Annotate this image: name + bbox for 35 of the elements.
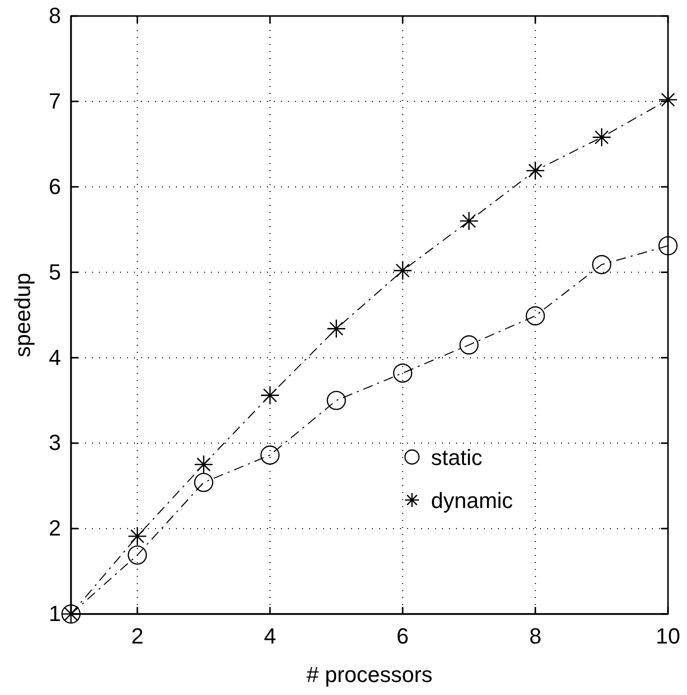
point <box>592 254 612 274</box>
point <box>658 90 678 110</box>
point <box>128 545 147 565</box>
point <box>260 386 280 405</box>
point <box>326 319 346 338</box>
y-tick-label: 4 <box>48 344 61 370</box>
point <box>393 260 412 280</box>
y-tick-label: 1 <box>48 601 61 626</box>
y-tick-label: 8 <box>48 3 61 28</box>
point <box>194 454 214 474</box>
y-axis-title: speedup <box>10 272 35 358</box>
point <box>592 128 612 147</box>
x-tick-label: 4 <box>264 624 276 649</box>
point <box>526 160 545 180</box>
x-tick-label: 6 <box>396 624 409 649</box>
legend-label: static <box>431 445 482 470</box>
y-tick-label: 7 <box>48 88 61 114</box>
point <box>260 446 280 465</box>
point <box>459 335 479 354</box>
y-tick-label: 5 <box>48 259 61 284</box>
point <box>459 211 479 231</box>
x-axis-title: # processors <box>306 662 432 687</box>
y-tick-label: 6 <box>48 174 61 199</box>
point <box>658 236 678 256</box>
y-tick-label: 2 <box>48 516 61 541</box>
point <box>194 472 214 492</box>
x-tick-label: 2 <box>131 624 144 649</box>
x-tick-label: 8 <box>529 624 542 649</box>
point <box>326 390 346 410</box>
y-tick-label: 3 <box>48 430 61 456</box>
point <box>128 526 147 546</box>
legend-label: dynamic <box>431 488 513 513</box>
point <box>393 363 412 383</box>
x-tick-label: 10 <box>656 624 680 649</box>
point <box>526 306 545 326</box>
